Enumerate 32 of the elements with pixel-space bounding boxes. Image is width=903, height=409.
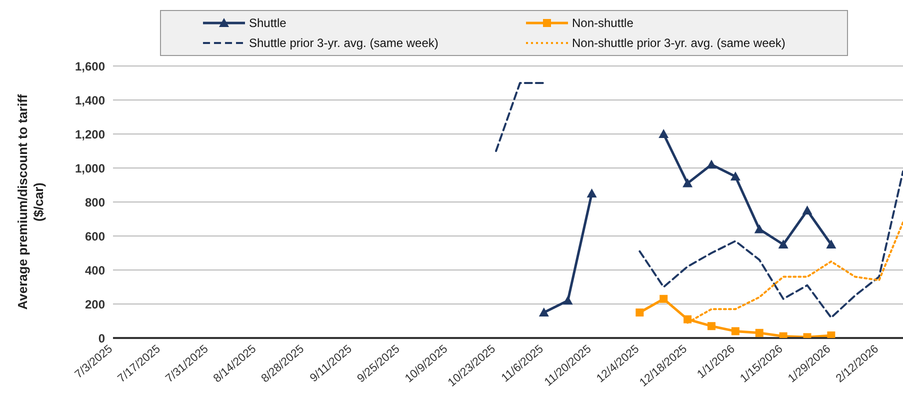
legend-label: Shuttle prior 3-yr. avg. (same week)	[249, 36, 438, 50]
y-tick-label: 1,600	[74, 59, 106, 74]
point	[538, 308, 549, 316]
y-tick-label: 600	[84, 229, 106, 244]
point	[731, 327, 740, 336]
point	[658, 129, 669, 138]
point	[730, 172, 740, 180]
y-tick-label: 800	[84, 195, 106, 210]
point	[826, 240, 836, 248]
point	[684, 315, 692, 324]
point	[586, 188, 597, 198]
y-tick-label: 0	[98, 331, 106, 346]
legend-label: Non-shuttle prior 3-yr. avg. (same week)	[572, 36, 786, 50]
y-axis-title: Average premium/discount to tariff ($/car)	[15, 93, 47, 312]
legend-label: Shuttle	[249, 16, 286, 30]
point	[707, 322, 716, 330]
point	[660, 294, 668, 303]
point	[778, 240, 788, 248]
point	[755, 328, 764, 337]
y-tick-label: 400	[84, 263, 106, 278]
y-tick-label: 1,400	[74, 93, 106, 108]
y-tick-label: 200	[84, 297, 106, 312]
point	[562, 296, 573, 305]
y-tick-label: 1,000	[74, 161, 106, 176]
point	[682, 178, 693, 188]
point	[802, 206, 812, 214]
point	[754, 224, 764, 234]
y-tick-label: 1,200	[74, 127, 106, 142]
point	[827, 331, 836, 338]
legend-label: Non-shuttle	[572, 16, 634, 30]
point	[706, 160, 716, 169]
point	[636, 308, 644, 316]
